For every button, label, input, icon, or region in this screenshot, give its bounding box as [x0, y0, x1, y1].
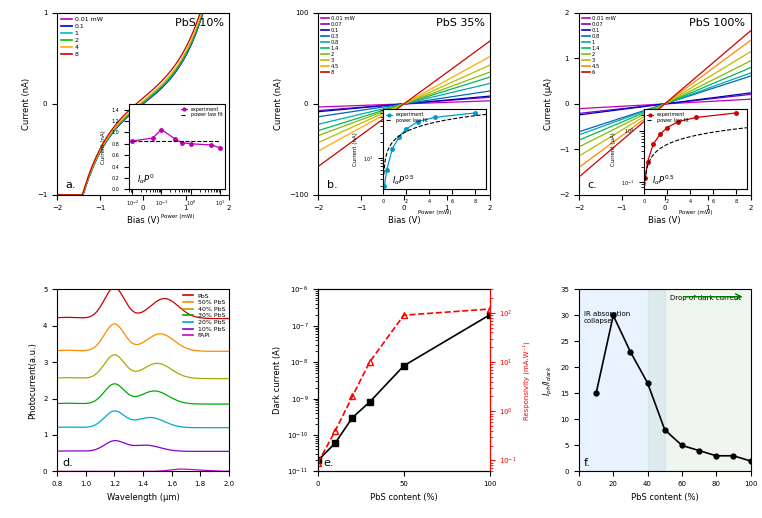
- Bar: [648, 290, 751, 471]
- Text: PbS 10%: PbS 10%: [174, 19, 223, 28]
- X-axis label: PbS content (%): PbS content (%): [631, 493, 699, 501]
- Text: f.: f.: [584, 458, 591, 468]
- Legend: 0.01 mW, 0.1, 1, 2, 4, 8: 0.01 mW, 0.1, 1, 2, 4, 8: [60, 16, 103, 57]
- Text: IR absorption
collapse: IR absorption collapse: [584, 311, 630, 324]
- Text: d.: d.: [62, 458, 73, 468]
- Text: c.: c.: [588, 180, 597, 190]
- X-axis label: Wavelength (μm): Wavelength (μm): [107, 493, 179, 501]
- Y-axis label: Dark current (A): Dark current (A): [273, 347, 282, 414]
- Text: b.: b.: [327, 180, 338, 190]
- Text: PbS 100%: PbS 100%: [690, 19, 745, 28]
- X-axis label: Bias (V): Bias (V): [126, 216, 159, 225]
- Y-axis label: Responsivity (mA.W⁻¹): Responsivity (mA.W⁻¹): [523, 341, 530, 420]
- X-axis label: Bias (V): Bias (V): [388, 216, 420, 225]
- X-axis label: Bias (V): Bias (V): [648, 216, 681, 225]
- Y-axis label: Current (nA): Current (nA): [274, 78, 283, 130]
- Text: a.: a.: [66, 180, 76, 190]
- Y-axis label: Current (nA): Current (nA): [23, 78, 31, 130]
- X-axis label: PbS content (%): PbS content (%): [370, 493, 437, 501]
- Legend: 0.01 mW, 0.07, 0.1, 0.8, 1, 1.4, 2, 3, 4.5, 6: 0.01 mW, 0.07, 0.1, 0.8, 1, 1.4, 2, 3, 4…: [581, 16, 616, 75]
- Legend: PbS, 50% PbS, 40% PbS, 30% PbS, 20% PbS, 10% PbS, FAPI: PbS, 50% PbS, 40% PbS, 30% PbS, 20% PbS,…: [183, 293, 226, 339]
- Y-axis label: Photocurrent(a.u.): Photocurrent(a.u.): [28, 342, 37, 419]
- Y-axis label: $I_{ph}/I_{dark}$: $I_{ph}/I_{dark}$: [542, 365, 555, 396]
- Text: e.: e.: [323, 458, 334, 468]
- Y-axis label: Current (μA): Current (μA): [544, 78, 553, 130]
- Bar: [579, 290, 664, 471]
- Text: PbS 35%: PbS 35%: [436, 19, 485, 28]
- Text: Drop of dark current: Drop of dark current: [670, 295, 741, 301]
- Legend: 0.01 mW, 0.07, 0.1, 0.3, 0.8, 1.4, 2, 3, 4.5, 8: 0.01 mW, 0.07, 0.1, 0.3, 0.8, 1.4, 2, 3,…: [321, 16, 355, 75]
